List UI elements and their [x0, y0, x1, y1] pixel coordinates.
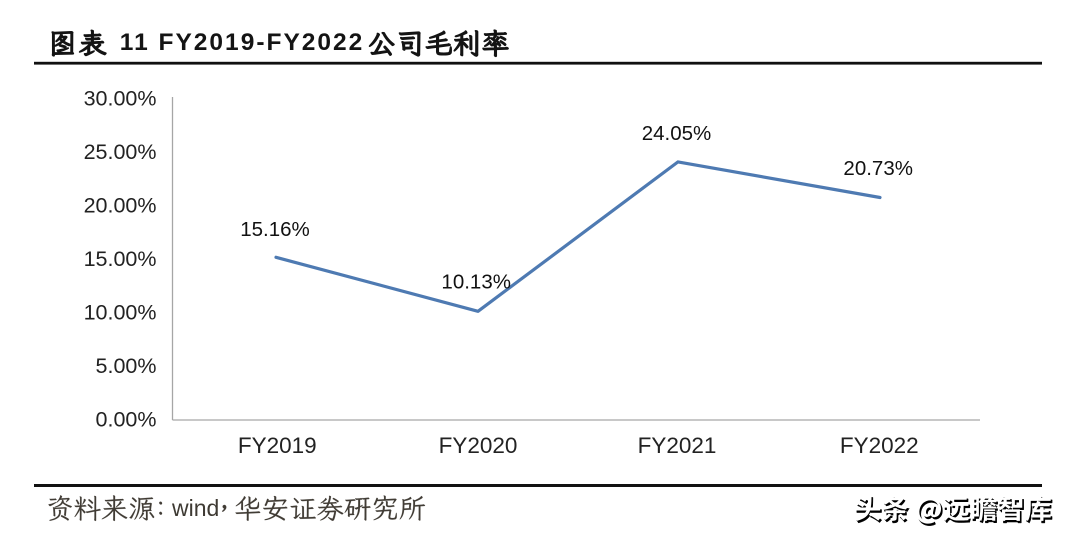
- svg-text:0.00%: 0.00%: [96, 408, 157, 432]
- svg-text:10.00%: 10.00%: [84, 301, 157, 325]
- svg-text:FY2019: FY2019: [238, 433, 317, 458]
- svg-text:wind: wind: [171, 495, 219, 521]
- svg-text:20.00%: 20.00%: [84, 194, 157, 218]
- svg-text:24.05%: 24.05%: [642, 122, 712, 145]
- svg-text:FY2020: FY2020: [439, 433, 518, 458]
- svg-text:10.13%: 10.13%: [441, 271, 511, 294]
- svg-text:15.16%: 15.16%: [240, 218, 310, 241]
- svg-text:FY2022: FY2022: [840, 433, 919, 458]
- svg-text:25.00%: 25.00%: [84, 140, 157, 164]
- svg-text:11 FY2019-FY2022: 11 FY2019-FY2022: [120, 29, 364, 56]
- svg-text:FY2021: FY2021: [638, 433, 717, 458]
- svg-text:20.73%: 20.73%: [843, 157, 913, 180]
- svg-text:5.00%: 5.00%: [96, 354, 157, 378]
- svg-text:30.00%: 30.00%: [84, 87, 157, 111]
- svg-text:15.00%: 15.00%: [84, 247, 157, 271]
